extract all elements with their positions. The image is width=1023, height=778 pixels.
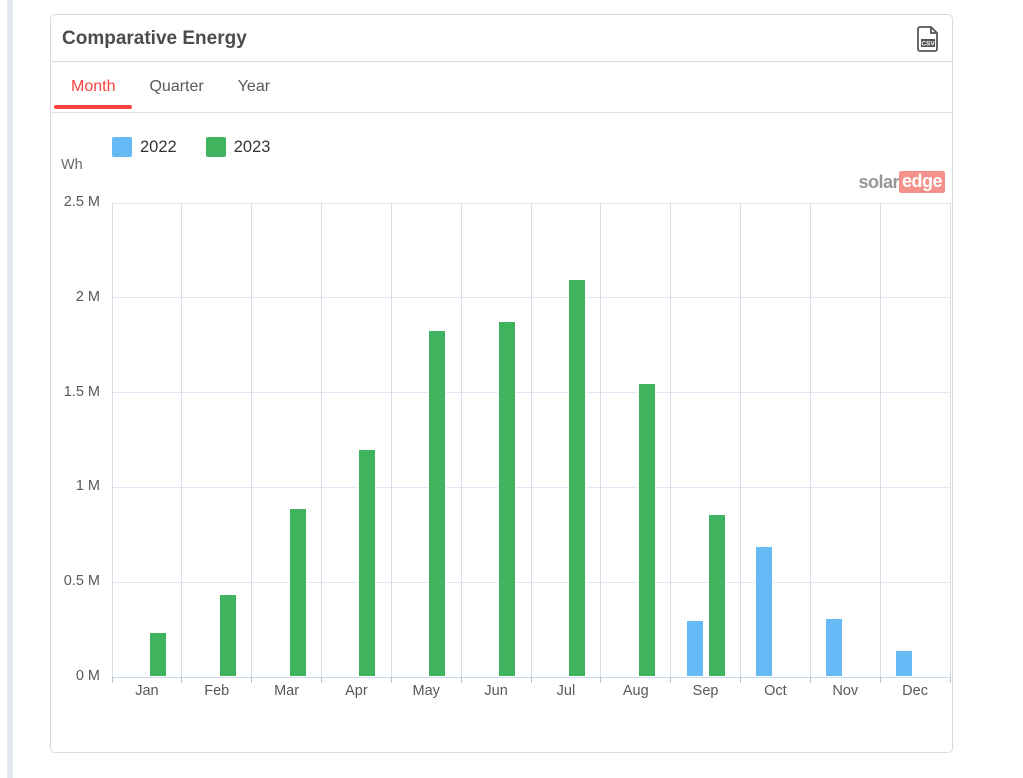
x-axis-tick bbox=[670, 677, 672, 683]
y-tick-label: 0.5 M bbox=[63, 573, 100, 590]
legend-label: 2023 bbox=[233, 137, 271, 156]
legend-label: 2022 bbox=[140, 137, 177, 156]
y-tick-label: 2 M bbox=[75, 288, 100, 305]
x-tick-label: Aug bbox=[622, 683, 649, 699]
x-axis-tick bbox=[740, 677, 741, 683]
bar-2022-Oct bbox=[755, 546, 774, 677]
x-axis-tick bbox=[390, 677, 392, 683]
card-header: Comparative Energy CSV bbox=[51, 15, 952, 62]
bar-2023-Jan bbox=[148, 631, 167, 677]
tab-quarter[interactable]: Quarter bbox=[132, 62, 220, 112]
solaredge-logo: solar edge bbox=[858, 171, 945, 193]
bar-2022-Sep bbox=[685, 620, 704, 677]
csv-file-icon: CSV bbox=[915, 26, 941, 56]
v-gridline bbox=[390, 203, 392, 677]
x-tick-label: Jul bbox=[556, 683, 576, 699]
x-tick-label: Jan bbox=[135, 683, 159, 699]
tab-month[interactable]: Month bbox=[54, 62, 133, 112]
bar-2023-Jun bbox=[498, 320, 517, 677]
x-axis-tick bbox=[879, 677, 881, 683]
bar-2023-Jul bbox=[567, 278, 586, 677]
x-axis-labels: Jan Feb Mar Apr May Jun Jul Aug Sep Oct Nov Dec bbox=[112, 683, 950, 703]
x-tick-label: Nov bbox=[832, 683, 859, 699]
v-gridline bbox=[600, 203, 602, 677]
bar-2023-Sep bbox=[707, 513, 726, 677]
v-gridline bbox=[809, 203, 811, 677]
x-axis-tick bbox=[460, 677, 462, 683]
v-gridline bbox=[111, 203, 113, 677]
chart-legend: 2022 2023 bbox=[112, 137, 299, 157]
y-tick-label: 2.5 M bbox=[63, 194, 100, 210]
y-axis-labels: 0 M 0.5 M 1 M 1.5 M 2 M 2.5 M bbox=[51, 194, 100, 684]
v-gridline bbox=[530, 203, 532, 677]
y-tick-label: 0 M bbox=[75, 668, 100, 684]
x-axis-tick bbox=[181, 677, 183, 683]
v-gridline bbox=[251, 203, 253, 677]
bar-2022-Nov bbox=[825, 618, 844, 677]
x-tick-label: Apr bbox=[345, 683, 368, 699]
x-tick-label: Oct bbox=[764, 683, 787, 699]
legend-swatch bbox=[112, 137, 132, 157]
svg-text:CSV: CSV bbox=[921, 41, 935, 48]
x-axis-tick bbox=[949, 677, 951, 683]
comparative-energy-card: Comparative Energy CSV Month Quarter Yea… bbox=[50, 14, 953, 753]
page-title: Comparative Energy bbox=[62, 28, 247, 49]
solaredge-logo-text: solar bbox=[858, 171, 899, 192]
bar-2023-Feb bbox=[218, 593, 237, 677]
x-tick-label: Feb bbox=[204, 683, 230, 699]
bar-2022-Dec bbox=[895, 650, 914, 677]
v-gridline bbox=[879, 203, 881, 677]
bar-2023-Aug bbox=[637, 383, 656, 677]
view-tabs: Month Quarter Year bbox=[51, 62, 952, 113]
x-tick-label: Dec bbox=[902, 683, 928, 699]
x-axis-tick bbox=[600, 677, 602, 683]
x-axis-tick bbox=[251, 677, 253, 683]
x-tick-label: Mar bbox=[274, 683, 300, 699]
y-tick-label: 1 M bbox=[75, 478, 100, 495]
v-gridline bbox=[740, 203, 741, 677]
legend-swatch bbox=[205, 137, 226, 157]
v-gridline bbox=[460, 203, 462, 677]
tab-year[interactable]: Year bbox=[221, 62, 287, 112]
y-axis-unit-label: Wh bbox=[61, 157, 83, 173]
x-tick-label: Jun bbox=[484, 683, 508, 699]
x-tick-label: Sep bbox=[692, 683, 719, 699]
x-axis-tick bbox=[530, 677, 532, 683]
csv-download-button[interactable]: CSV bbox=[914, 25, 942, 53]
y-tick-label: 1.5 M bbox=[63, 383, 100, 400]
v-gridline bbox=[181, 203, 183, 677]
v-gridline bbox=[949, 203, 951, 677]
bar-2023-May bbox=[428, 330, 447, 677]
v-gridline bbox=[321, 203, 322, 677]
bar-2023-Mar bbox=[288, 508, 307, 677]
legend-item-2022[interactable]: 2022 bbox=[112, 137, 177, 157]
solaredge-logo-badge: edge bbox=[898, 171, 945, 193]
x-axis-tick bbox=[111, 677, 113, 683]
x-axis-tick bbox=[321, 677, 322, 683]
x-axis-tick bbox=[809, 677, 811, 683]
plot-area bbox=[111, 202, 951, 683]
x-tick-label: May bbox=[412, 683, 440, 699]
v-gridline bbox=[670, 203, 672, 677]
bar-2023-Apr bbox=[358, 449, 377, 677]
legend-item-2023[interactable]: 2023 bbox=[205, 137, 271, 157]
vertical-scrollbar[interactable] bbox=[7, 0, 13, 778]
